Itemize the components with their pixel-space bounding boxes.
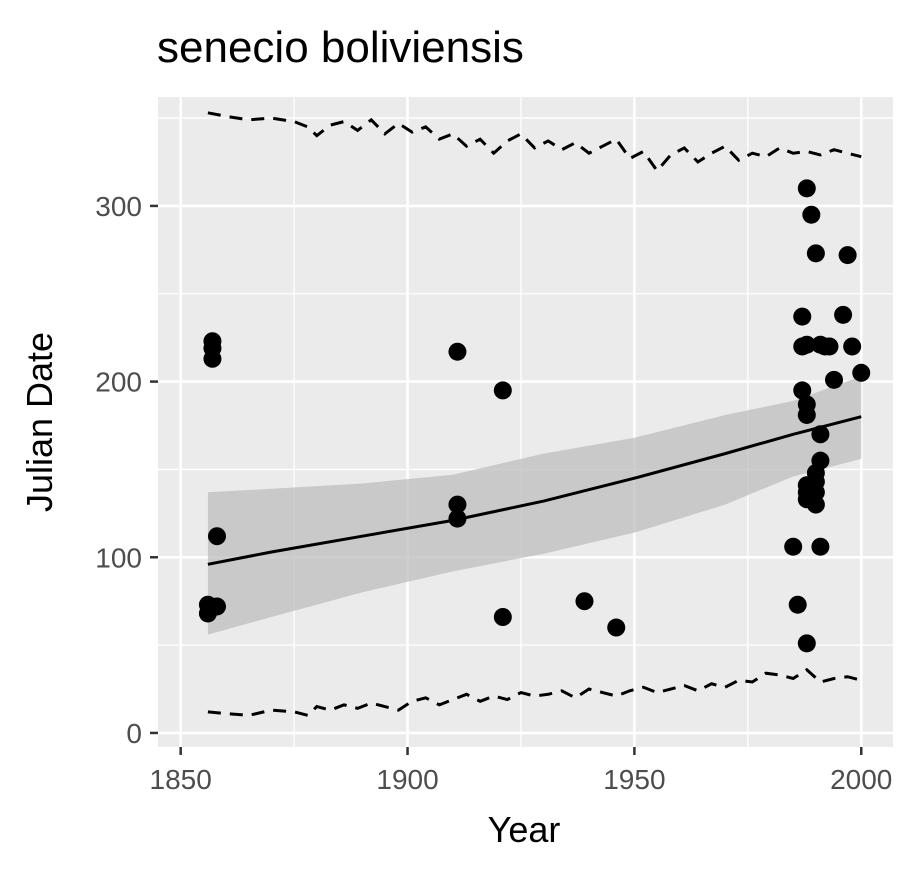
upper-dashed-line (207, 111, 862, 174)
data-point (203, 349, 222, 368)
data-point (797, 634, 816, 653)
data-point (207, 597, 226, 616)
data-points (198, 179, 871, 653)
y-tick-label: 100 (95, 542, 142, 573)
data-point (493, 381, 512, 400)
data-point (607, 618, 626, 637)
confidence-ribbon (207, 376, 862, 635)
data-point (448, 342, 467, 361)
data-point (806, 244, 825, 263)
trend-line (207, 415, 862, 566)
data-point (793, 381, 812, 400)
data-point (802, 205, 821, 224)
y-tick-label: 200 (95, 367, 142, 398)
data-point (806, 483, 825, 502)
data-point (448, 495, 467, 514)
y-axis-title: Julian Date (19, 332, 60, 512)
data-point (811, 451, 830, 470)
data-point (575, 592, 594, 611)
x-tick-label: 1950 (603, 764, 665, 795)
x-axis-title: Year (488, 809, 561, 850)
data-point (843, 337, 862, 356)
x-axis: 1850 1900 1950 2000 (150, 747, 892, 795)
data-point (806, 495, 825, 514)
data-point (797, 179, 816, 198)
chart-title: senecio boliviensis (157, 23, 524, 72)
lower-dashed-line (207, 667, 862, 718)
y-tick-label: 300 (95, 191, 142, 222)
x-tick-label: 1900 (376, 764, 438, 795)
data-point (797, 335, 816, 354)
data-point (811, 537, 830, 556)
data-point (793, 307, 812, 326)
data-point (784, 537, 803, 556)
data-point (448, 509, 467, 528)
data-point (493, 608, 512, 626)
x-tick-label: 2000 (830, 764, 892, 795)
data-point (838, 246, 857, 265)
data-point (825, 370, 844, 389)
data-point (788, 595, 807, 614)
y-tick-label: 0 (126, 718, 142, 749)
data-point (811, 425, 830, 444)
data-point (820, 337, 839, 356)
data-point (207, 527, 226, 546)
data-point (797, 405, 816, 424)
data-point (852, 363, 871, 382)
y-axis: 0 100 200 300 (95, 191, 158, 749)
x-tick-label: 1850 (150, 764, 212, 795)
data-point (834, 305, 853, 324)
